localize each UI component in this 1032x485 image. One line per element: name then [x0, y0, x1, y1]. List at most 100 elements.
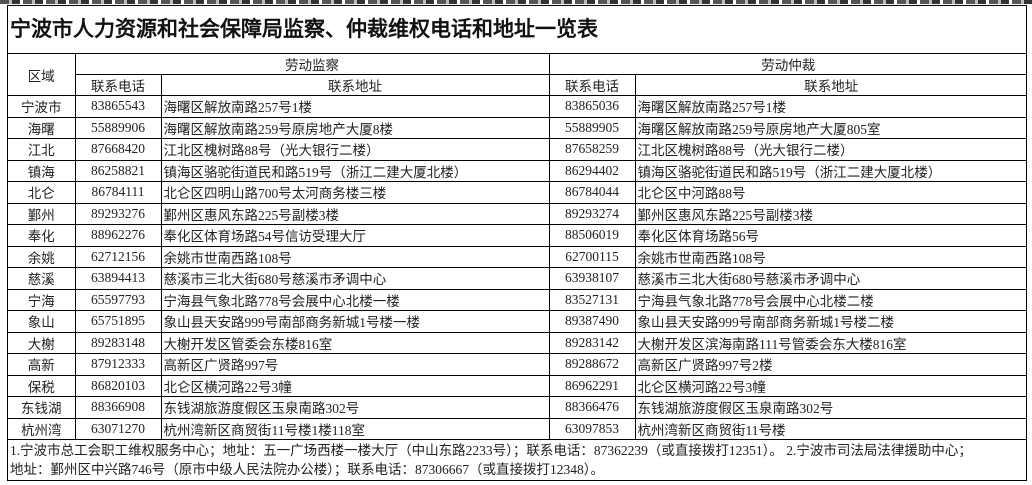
arbitration-address-cell: 北仑区横河路22号3幢: [634, 374, 1027, 397]
table-row: 北仑 86784111 北仑区四明山路700号太河商务楼三楼 86784044 北仑区中…: [8, 181, 1027, 204]
arbitration-address-cell: 东钱湖旅游度假区玉泉南路302号: [634, 396, 1027, 419]
header-arbitration-address: 联系地址: [634, 74, 1027, 96]
region-cell: 鄞州: [8, 202, 76, 225]
region-cell: 大榭: [8, 331, 76, 354]
arbitration-phone-cell: 87658259: [548, 138, 636, 161]
inspection-phone-cell: 62712156: [74, 245, 162, 268]
table-row: 大榭 89283148 大榭开发区管委会东楼816室 89283142 大榭开发区滨海南…: [8, 331, 1027, 354]
region-cell: 奉化: [8, 224, 76, 247]
inspection-address-cell: 大榭开发区管委会东楼816室: [160, 331, 550, 354]
contact-table: 区域 劳动监察 劳动仲裁 联系电话 联系地址 联系电话 联系地址 宁波市 8386…: [8, 54, 1027, 481]
arbitration-phone-cell: 62700115: [548, 245, 636, 268]
header-inspection-phone: 联系电话: [75, 74, 162, 96]
inspection-address-cell: 东钱湖旅游度假区玉泉南路302号: [160, 396, 550, 419]
arbitration-address-cell: 余姚市世南西路108号: [634, 245, 1027, 268]
arbitration-phone-cell: 89293274: [548, 202, 636, 225]
region-cell: 高新: [8, 353, 76, 376]
header-inspection-address: 联系地址: [160, 74, 550, 96]
arbitration-address-cell: 杭州湾新区商贸街11号楼: [634, 417, 1027, 440]
arbitration-address-cell: 奉化区体育场路56号: [634, 224, 1027, 247]
inspection-address-cell: 宁海县气象北路778号会展中心北楼一楼: [160, 288, 550, 311]
table-row: 鄞州 89293276 鄞州区惠风东路225号副楼3楼 89293274 鄞州区惠风东路…: [8, 202, 1027, 225]
table-row: 海曙 55889906 海曙区解放南路259号原房地产大厦8楼 55889905 海曙区…: [8, 116, 1027, 139]
table-row: 东钱湖 88366908 东钱湖旅游度假区玉泉南路302号 88366476 东钱湖旅游…: [8, 396, 1027, 419]
table-row: 高新 87912333 高新区广贤路997号 89288672 高新区广贤路997号2楼: [8, 353, 1027, 376]
inspection-phone-cell: 86258821: [74, 159, 162, 182]
inspection-address-cell: 象山县天安路999号南部商务新城1号楼一楼: [160, 310, 550, 333]
region-cell: 保税: [8, 374, 76, 397]
region-cell: 北仑: [8, 181, 76, 204]
arbitration-address-cell: 海曙区解放南路259号原房地产大厦805室: [634, 116, 1027, 139]
table-row: 江北 87668420 江北区槐树路88号（光大银行二楼） 87658259 江北区槐树…: [8, 138, 1027, 161]
region-cell: 江北: [8, 138, 76, 161]
footer-line-1: 1.宁波市总工会职工维权服务中心；地址：五一广场西楼一楼大厅（中山东路2233号…: [10, 443, 972, 458]
arbitration-phone-cell: 83527131: [548, 288, 636, 311]
arbitration-phone-cell: 55889905: [548, 116, 636, 139]
inspection-phone-cell: 87668420: [74, 138, 162, 161]
header-inspection: 劳动监察: [74, 54, 550, 75]
inspection-phone-cell: 83865543: [74, 95, 162, 118]
footer-notes: 1.宁波市总工会职工维权服务中心；地址：五一广场西楼一楼大厅（中山东路2233号…: [8, 439, 1027, 481]
clipped-text-strip: [0, 0, 1032, 4]
inspection-address-cell: 余姚市世南西路108号: [160, 245, 550, 268]
arbitration-address-cell: 镇海区骆驼街道民和路519号（浙江二建大厦北楼）: [634, 159, 1027, 182]
footer-line-2: 地址：鄞州区中兴路746号（原市中级人民法院办公楼）；联系电话：87306667…: [10, 462, 604, 477]
arbitration-address-cell: 北仑区中河路88号: [634, 181, 1027, 204]
header-arbitration-phone: 联系电话: [548, 74, 636, 96]
arbitration-phone-cell: 89387490: [548, 310, 636, 333]
inspection-phone-cell: 88366908: [74, 396, 162, 419]
table-row: 余姚 62712156 余姚市世南西路108号 62700115 余姚市世南西路108号: [8, 245, 1027, 268]
table-row: 宁海 65597793 宁海县气象北路778号会展中心北楼一楼 83527131 宁海县…: [8, 288, 1027, 311]
inspection-address-cell: 奉化区体育场路54号信访受理大厅: [160, 224, 550, 247]
inspection-phone-cell: 89283148: [74, 331, 162, 354]
inspection-phone-cell: 65597793: [74, 288, 162, 311]
inspection-address-cell: 北仑区横河路22号3幢: [160, 374, 550, 397]
inspection-phone-cell: 89293276: [74, 202, 162, 225]
inspection-phone-cell: 63071270: [74, 417, 162, 440]
arbitration-address-cell: 大榭开发区滨海南路111号管委会东大楼816室: [634, 331, 1027, 354]
arbitration-phone-cell: 89288672: [548, 353, 636, 376]
inspection-address-cell: 北仑区四明山路700号太河商务楼三楼: [160, 181, 550, 204]
arbitration-address-cell: 海曙区解放南路257号1楼: [634, 95, 1027, 118]
inspection-phone-cell: 86820103: [74, 374, 162, 397]
region-cell: 象山: [8, 310, 76, 333]
inspection-address-cell: 杭州湾新区商贸街11号楼1楼118室: [160, 417, 550, 440]
arbitration-phone-cell: 86294402: [548, 159, 636, 182]
inspection-address-cell: 高新区广贤路997号: [160, 353, 550, 376]
inspection-address-cell: 鄞州区惠风东路225号副楼3楼: [160, 202, 550, 225]
arbitration-phone-cell: 63938107: [548, 267, 636, 290]
inspection-phone-cell: 86784111: [74, 181, 162, 204]
arbitration-address-cell: 江北区槐树路88号（光大银行二楼）: [634, 138, 1027, 161]
inspection-phone-cell: 88962276: [74, 224, 162, 247]
table-row: 奉化 88962276 奉化区体育场路54号信访受理大厅 88506019 奉化区体育场…: [8, 224, 1027, 247]
inspection-phone-cell: 63894413: [74, 267, 162, 290]
arbitration-phone-cell: 86784044: [548, 181, 636, 204]
table-row: 宁波市 83865543 海曙区解放南路257号1楼 83865036 海曙区解放南路2…: [8, 95, 1027, 118]
region-cell: 宁海: [8, 288, 76, 311]
table-row: 杭州湾 63071270 杭州湾新区商贸街11号楼1楼118室 63097853 杭州湾…: [8, 417, 1027, 440]
arbitration-address-cell: 高新区广贤路997号2楼: [634, 353, 1027, 376]
contact-sheet: 宁波市人力资源和社会保障局监察、仲裁维权电话和地址一览表 区域 劳动监察 劳动仲…: [7, 5, 1027, 481]
region-cell: 余姚: [8, 245, 76, 268]
region-cell: 慈溪: [8, 267, 76, 290]
region-cell: 杭州湾: [8, 417, 76, 440]
inspection-address-cell: 海曙区解放南路257号1楼: [160, 95, 550, 118]
table-row: 象山 65751895 象山县天安路999号南部商务新城1号楼一楼 89387490 象…: [8, 310, 1027, 333]
table-row: 慈溪 63894413 慈溪市三北大街680号慈溪市矛调中心 63938107 慈溪市三…: [8, 267, 1027, 290]
region-cell: 镇海: [8, 159, 76, 182]
arbitration-address-cell: 慈溪市三北大街680号慈溪市矛调中心: [634, 267, 1027, 290]
inspection-address-cell: 江北区槐树路88号（光大银行二楼）: [160, 138, 550, 161]
inspection-address-cell: 镇海区骆驼街道民和路519号（浙江二建大厦北楼）: [160, 159, 550, 182]
page-title: 宁波市人力资源和社会保障局监察、仲裁维权电话和地址一览表: [8, 6, 1026, 54]
region-cell: 宁波市: [8, 95, 76, 118]
region-cell: 海曙: [8, 116, 76, 139]
region-cell: 东钱湖: [8, 396, 76, 419]
arbitration-phone-cell: 63097853: [548, 417, 636, 440]
inspection-address-cell: 海曙区解放南路259号原房地产大厦8楼: [160, 116, 550, 139]
header-region: 区域: [8, 54, 76, 96]
table-row: 镇海 86258821 镇海区骆驼街道民和路519号（浙江二建大厦北楼） 862944…: [8, 159, 1027, 182]
arbitration-phone-cell: 83865036: [548, 95, 636, 118]
arbitration-phone-cell: 86962291: [548, 374, 636, 397]
inspection-phone-cell: 65751895: [74, 310, 162, 333]
header-arbitration: 劳动仲裁: [548, 54, 1027, 75]
